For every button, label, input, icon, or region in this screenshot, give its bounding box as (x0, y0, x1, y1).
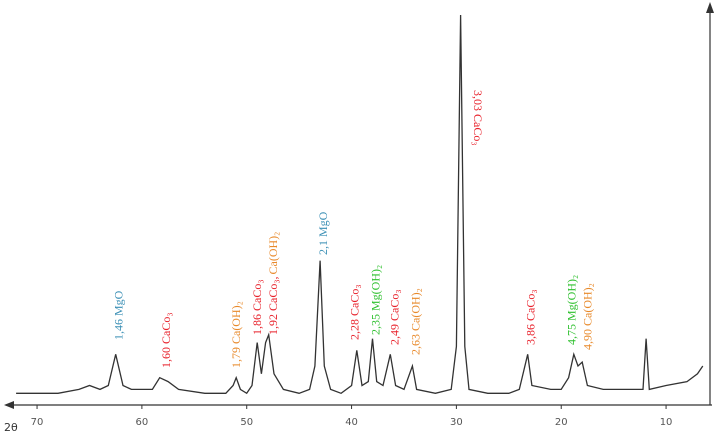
peak-label-part: 1,60 CaCo₃ (159, 312, 173, 368)
peak-label-part: 3,03 CaCo₃ (471, 90, 485, 146)
peak-label: 3,03 CaCo₃ (471, 90, 485, 146)
peak-label: 3,86 CaCo₃ (523, 289, 537, 345)
peak-label: 1,86 CaCo₃ (250, 279, 264, 335)
peak-label: 1,79 Ca(OH)₂ (229, 301, 243, 368)
peak-label: 2,63 Ca(OH)₂ (408, 288, 422, 355)
peak-label: 4,75 Mg(OH)₂ (564, 275, 578, 345)
peak-label-part: 1,79 Ca(OH)₂ (229, 301, 243, 368)
peak-label-part: 4,90 Ca(OH)₂ (580, 283, 594, 350)
peak-label: 1,60 CaCo₃ (159, 312, 173, 368)
x-tick-label: 50 (240, 417, 253, 428)
peak-label-part: 2,63 Ca(OH)₂ (408, 288, 422, 355)
x-tick-label: 30 (450, 417, 463, 428)
peak-label: 2,49 CaCo₃ (387, 289, 401, 345)
pattern-line (16, 14, 704, 395)
peak-label: 2,1 MgO (316, 211, 330, 255)
peak-label-part: 1,86 CaCo₃ (250, 279, 264, 335)
x-axis-arrow (4, 401, 14, 409)
peak-label-part: 2,35 Mg(OH)₂ (368, 265, 382, 335)
peak-label-part: 1,92 CaCo₃, (266, 276, 280, 335)
peak-label: 1,46 MgO (111, 290, 125, 340)
x-tick-label: 70 (31, 417, 44, 428)
peak-label-part: 4,75 Mg(OH)₂ (564, 275, 578, 345)
peak-label-part: 2,49 CaCo₃ (387, 289, 401, 345)
peak-label: 2,35 Mg(OH)₂ (368, 265, 382, 335)
x-tick-label: 10 (660, 417, 673, 428)
peak-label-part: 2,1 MgO (316, 211, 330, 255)
y-axis-arrow (706, 2, 714, 13)
peak-label: 4,90 Ca(OH)₂ (580, 283, 594, 350)
peak-label-part: 3,86 CaCo₃ (523, 289, 537, 345)
x-tick-label: 20 (555, 417, 568, 428)
peak-label-part: 1,46 MgO (111, 290, 125, 340)
peak-label: 2,28 CaCo₃ (347, 284, 361, 340)
peak-label-part: Ca(OH)₂ (266, 232, 280, 275)
x-tick-label: 60 (136, 417, 149, 428)
x-tick-label: 40 (345, 417, 358, 428)
x-axis-label: 2θ (4, 421, 18, 434)
peak-label-part: 2,28 CaCo₃ (347, 284, 361, 340)
peak-label: 1,92 CaCo₃,Ca(OH)₂ (266, 232, 280, 335)
